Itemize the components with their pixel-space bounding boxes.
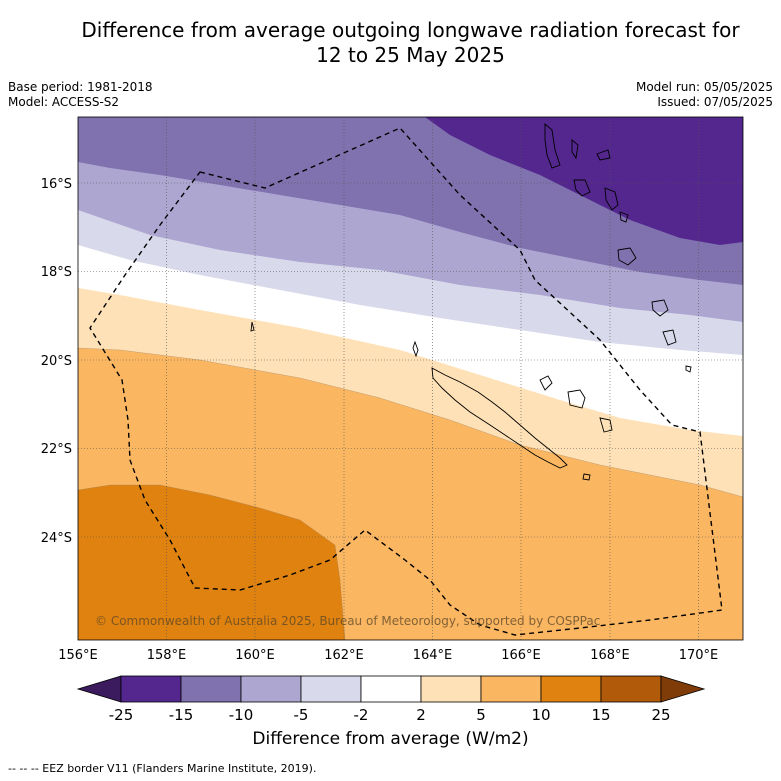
issued-date: Issued: 07/05/2025 bbox=[657, 95, 773, 109]
lon-label-160e: 160°E bbox=[235, 648, 275, 663]
colorbar-tick: -15 bbox=[169, 706, 194, 724]
colorbar-tick: -5 bbox=[294, 706, 309, 724]
lon-label-164e: 164°E bbox=[413, 648, 453, 663]
colorbar-tick: 5 bbox=[476, 706, 486, 724]
eez-border bbox=[89, 127, 723, 636]
colorbar-arrow-low bbox=[76, 675, 122, 703]
colorbar-tick: 2 bbox=[416, 706, 426, 724]
colorbar-tick: -10 bbox=[229, 706, 254, 724]
colorbar-swatch bbox=[240, 675, 302, 703]
title-line-2: 12 to 25 May 2025 bbox=[316, 43, 505, 67]
title-line-1: Difference from average outgoing longwav… bbox=[81, 18, 740, 42]
colorbar-swatch bbox=[180, 675, 242, 703]
anomaly-field bbox=[78, 117, 743, 640]
lon-label-156e: 156°E bbox=[58, 648, 98, 663]
meta-right: Model run: 05/05/2025 Issued: 07/05/2025 bbox=[636, 80, 773, 110]
lon-label-162e: 162°E bbox=[324, 648, 364, 663]
colorbar-tick: 10 bbox=[531, 706, 550, 724]
colorbar-tick: -2 bbox=[354, 706, 369, 724]
colorbar-swatch bbox=[540, 675, 602, 703]
colorbar-swatch bbox=[360, 675, 422, 703]
colorbar-arrow-high bbox=[660, 675, 706, 703]
espiritu-santo-coast bbox=[544, 123, 561, 169]
coastlines bbox=[250, 123, 692, 481]
eez-footnote: -- -- -- EEZ border V11 (Flanders Marine… bbox=[8, 762, 317, 775]
colorbar bbox=[76, 675, 706, 703]
graticule bbox=[78, 117, 743, 640]
meta-left: Base period: 1981-2018 Model: ACCESS-S2 bbox=[8, 80, 153, 110]
map-frame bbox=[77, 116, 744, 641]
lat-label-16s: 16°S bbox=[41, 177, 72, 192]
lat-label-24s: 24°S bbox=[41, 531, 72, 546]
colorbar-tick: 25 bbox=[651, 706, 670, 724]
lat-label-20s: 20°S bbox=[41, 354, 72, 369]
map-title: Difference from average outgoing longwav… bbox=[0, 18, 781, 68]
colorbar-label: Difference from average (W/m2) bbox=[252, 729, 529, 749]
lat-label-22s: 22°S bbox=[41, 442, 72, 457]
copyright-notice: © Commonwealth of Australia 2025, Bureau… bbox=[95, 614, 601, 628]
colorbar-swatch bbox=[600, 675, 662, 703]
colorbar-tick: 15 bbox=[591, 706, 610, 724]
base-period: Base period: 1981-2018 bbox=[8, 80, 153, 94]
grande-terre-coast bbox=[431, 367, 568, 469]
lon-label-166e: 166°E bbox=[501, 648, 541, 663]
band-minus25-to-minus15 bbox=[425, 117, 743, 245]
colorbar-swatch bbox=[120, 675, 182, 703]
lat-label-18s: 18°S bbox=[41, 265, 72, 280]
model-run: Model run: 05/05/2025 bbox=[635, 80, 773, 94]
lon-label-170e: 170°E bbox=[679, 648, 719, 663]
lon-label-168e: 168°E bbox=[590, 648, 630, 663]
colorbar-swatch bbox=[300, 675, 362, 703]
model-name: Model: ACCESS-S2 bbox=[8, 95, 120, 109]
colorbar-swatch bbox=[420, 675, 482, 703]
colorbar-swatch bbox=[480, 675, 542, 703]
colorbar-tick: -25 bbox=[109, 706, 134, 724]
band-10-to-15 bbox=[78, 485, 345, 640]
lon-label-158e: 158°E bbox=[147, 648, 187, 663]
